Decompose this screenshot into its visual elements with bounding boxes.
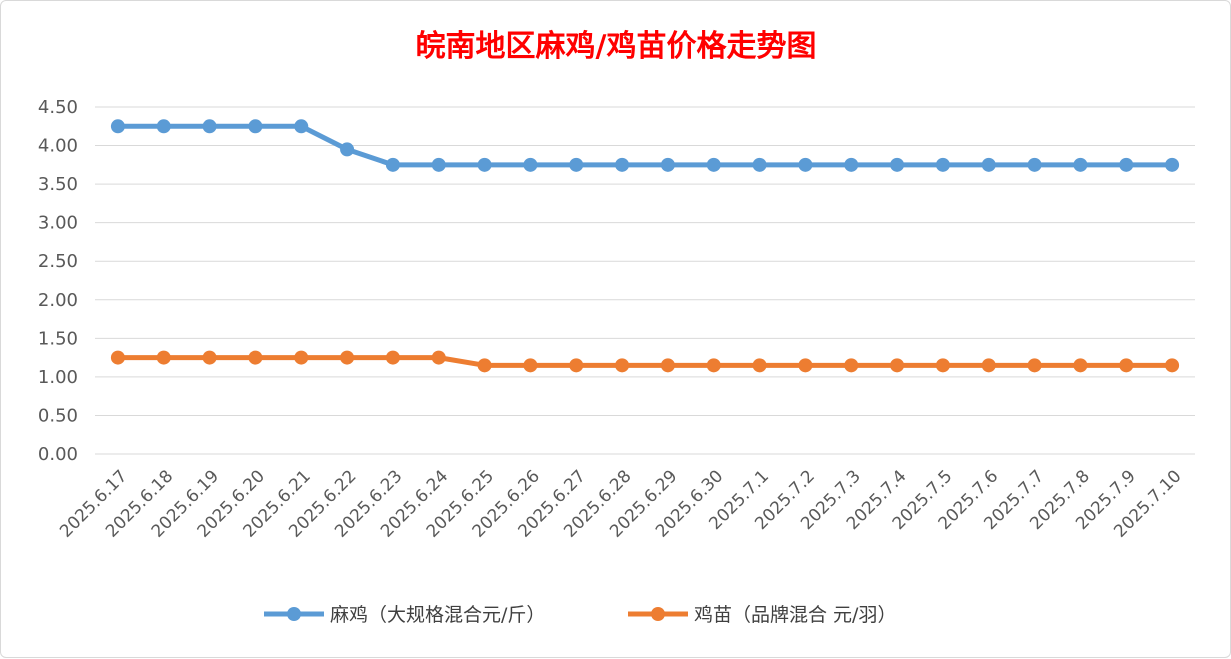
data-point <box>660 358 675 373</box>
series-layer <box>110 119 1180 373</box>
data-point <box>340 350 355 365</box>
legend-marker <box>287 607 301 621</box>
data-point <box>477 157 492 172</box>
y-tick-label: 2.50 <box>38 251 78 272</box>
data-point <box>156 119 171 134</box>
data-point <box>385 350 400 365</box>
data-point <box>1027 157 1042 172</box>
data-point <box>248 119 263 134</box>
data-point <box>615 157 630 172</box>
x-axis-ticks: 2025.6.172025.6.182025.6.192025.6.202025… <box>56 466 1185 541</box>
data-point <box>981 157 996 172</box>
legend-item: 鸡苗（品牌混合 元/羽） <box>628 604 896 626</box>
data-point <box>431 350 446 365</box>
legend-label: 鸡苗（品牌混合 元/羽） <box>694 604 896 626</box>
series-line <box>115 123 1175 168</box>
y-tick-label: 1.50 <box>38 328 78 349</box>
data-point <box>752 157 767 172</box>
data-point <box>844 157 859 172</box>
data-point <box>935 157 950 172</box>
data-point <box>935 358 950 373</box>
data-point <box>202 350 217 365</box>
data-point <box>340 142 355 157</box>
chart-title: 皖南地区麻鸡/鸡苗价格走势图 <box>416 29 817 64</box>
data-point <box>660 157 675 172</box>
data-point <box>1027 358 1042 373</box>
data-point <box>569 157 584 172</box>
data-point <box>752 358 767 373</box>
y-axis-ticks: 0.00 0.50 1.00 1.50 2.00 2.50 3.00 3.50 4.00 4.50 <box>38 97 78 465</box>
y-tick-label: 0.50 <box>38 405 78 426</box>
data-point <box>385 157 400 172</box>
data-point <box>890 358 905 373</box>
data-point <box>798 157 813 172</box>
data-point <box>523 358 538 373</box>
data-point <box>1073 157 1088 172</box>
data-point <box>294 119 309 134</box>
y-tick-label: 2.00 <box>38 290 78 311</box>
data-point <box>798 358 813 373</box>
data-point <box>202 119 217 134</box>
data-point <box>1119 157 1134 172</box>
y-tick-label: 1.00 <box>38 367 78 388</box>
y-tick-label: 3.50 <box>38 174 78 195</box>
series-1 <box>110 119 1180 172</box>
legend-label: 麻鸡（大规格混合元/斤） <box>330 604 545 626</box>
data-point <box>569 358 584 373</box>
y-tick-label: 3.00 <box>38 213 78 234</box>
y-tick-label: 4.00 <box>38 136 78 157</box>
data-point <box>1073 358 1088 373</box>
data-point <box>156 350 171 365</box>
data-point <box>981 358 996 373</box>
data-point <box>110 119 125 134</box>
data-point <box>523 157 538 172</box>
data-point <box>294 350 309 365</box>
data-point <box>844 358 859 373</box>
data-point <box>706 358 721 373</box>
data-point <box>615 358 630 373</box>
series-2 <box>110 350 1180 373</box>
series-line <box>115 355 1175 368</box>
y-tick-label: 0.00 <box>38 444 78 465</box>
legend: 麻鸡（大规格混合元/斤） 鸡苗（品牌混合 元/羽） <box>264 604 896 626</box>
y-tick-label: 4.50 <box>38 97 78 118</box>
data-point <box>706 157 721 172</box>
legend-item: 麻鸡（大规格混合元/斤） <box>264 604 545 626</box>
legend-marker <box>651 607 665 621</box>
data-point <box>1165 358 1180 373</box>
data-point <box>1165 157 1180 172</box>
data-point <box>890 157 905 172</box>
data-point <box>431 157 446 172</box>
data-point <box>1119 358 1134 373</box>
data-point <box>477 358 492 373</box>
data-point <box>110 350 125 365</box>
gridlines <box>95 106 1195 455</box>
data-point <box>248 350 263 365</box>
